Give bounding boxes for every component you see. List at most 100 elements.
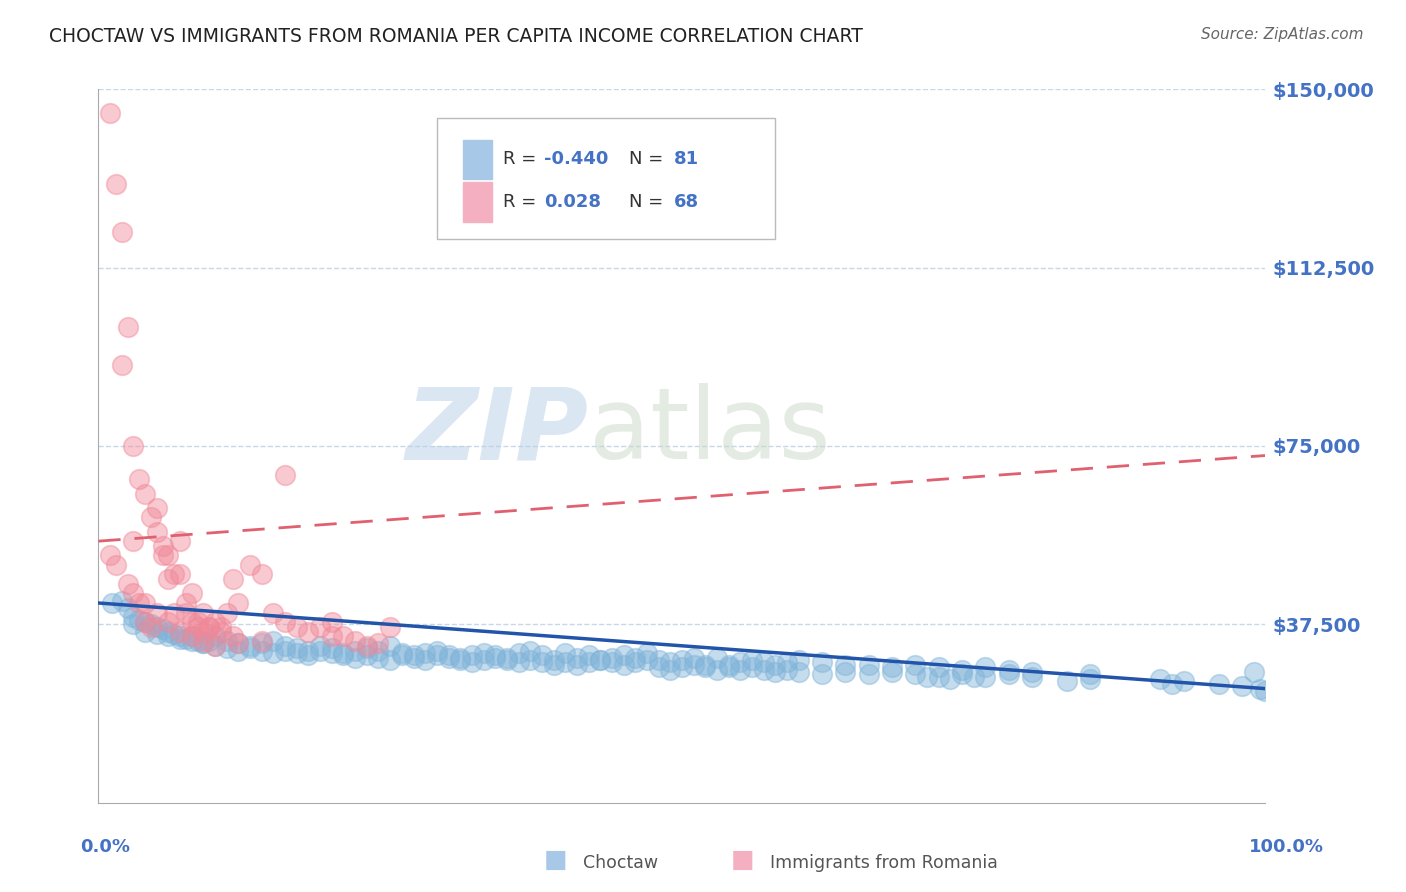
Point [215, 634, 238, 648]
Point [180, 615, 202, 629]
Text: R =: R = [503, 193, 548, 211]
Point [157, 549, 180, 563]
Point [380, 653, 402, 667]
Point [904, 657, 927, 672]
Point [274, 639, 297, 653]
Point [880, 660, 903, 674]
Point [589, 653, 612, 667]
Point [163, 567, 186, 582]
Point [997, 663, 1019, 677]
Point [152, 549, 174, 563]
Point [139, 510, 162, 524]
Point [187, 620, 209, 634]
Point [239, 639, 262, 653]
Point [752, 663, 775, 677]
Point [1056, 674, 1078, 689]
Point [221, 629, 243, 643]
Point [356, 639, 378, 653]
Text: 0.0%: 0.0% [80, 838, 131, 855]
Point [578, 656, 600, 670]
Point [612, 657, 634, 672]
Point [111, 358, 134, 372]
Point [274, 615, 297, 629]
Point [472, 653, 495, 667]
Point [122, 586, 145, 600]
Point [752, 656, 775, 670]
Point [204, 629, 226, 643]
Point [169, 624, 191, 639]
Point [146, 606, 169, 620]
Point [578, 648, 600, 663]
Point [367, 643, 389, 657]
Point [146, 620, 169, 634]
Point [122, 617, 145, 632]
Point [98, 549, 121, 563]
Point [146, 500, 169, 515]
Point [193, 636, 215, 650]
Point [928, 660, 950, 674]
Point [169, 567, 191, 582]
Point [1021, 665, 1043, 679]
Point [228, 636, 250, 650]
Point [180, 629, 202, 643]
Point [285, 641, 308, 656]
Point [484, 650, 506, 665]
Point [169, 629, 191, 643]
Point [472, 646, 495, 660]
Point [484, 648, 506, 663]
Text: ■: ■ [544, 848, 567, 871]
Point [543, 653, 565, 667]
Point [589, 653, 612, 667]
Point [204, 615, 226, 629]
Point [367, 636, 389, 650]
Point [174, 632, 197, 646]
Point [530, 648, 553, 663]
Point [128, 472, 150, 486]
Point [706, 650, 728, 665]
Point [101, 596, 124, 610]
Point [285, 620, 308, 634]
Point [174, 606, 197, 620]
Point [380, 639, 402, 653]
Point [356, 648, 378, 663]
Point [1080, 667, 1102, 681]
Text: 0.028: 0.028 [544, 193, 602, 211]
Point [717, 657, 740, 672]
Point [111, 593, 134, 607]
Point [426, 643, 449, 657]
Point [128, 596, 150, 610]
Point [274, 467, 297, 482]
Point [321, 641, 343, 656]
Point [204, 639, 226, 653]
Point [612, 648, 634, 663]
Point [297, 648, 319, 663]
Point [122, 610, 145, 624]
Point [180, 629, 202, 643]
Point [858, 667, 880, 681]
Point [344, 643, 367, 657]
Point [741, 653, 763, 667]
Point [682, 650, 704, 665]
Text: -0.440: -0.440 [544, 150, 609, 168]
Point [157, 624, 180, 639]
Point [391, 648, 413, 663]
Point [128, 613, 150, 627]
Point [519, 643, 541, 657]
Point [321, 646, 343, 660]
Point [636, 646, 658, 660]
Text: Immigrants from Romania: Immigrants from Romania [770, 854, 998, 871]
Point [321, 629, 343, 643]
Text: ■: ■ [731, 848, 754, 871]
Point [250, 567, 273, 582]
Point [309, 620, 332, 634]
Point [997, 667, 1019, 681]
Text: CHOCTAW VS IMMIGRANTS FROM ROMANIA PER CAPITA INCOME CORRELATION CHART: CHOCTAW VS IMMIGRANTS FROM ROMANIA PER C… [49, 27, 863, 45]
Point [543, 657, 565, 672]
Point [180, 586, 202, 600]
Point [461, 656, 484, 670]
Point [508, 646, 530, 660]
Point [193, 636, 215, 650]
Point [437, 650, 460, 665]
Point [671, 653, 693, 667]
Point [776, 656, 799, 670]
